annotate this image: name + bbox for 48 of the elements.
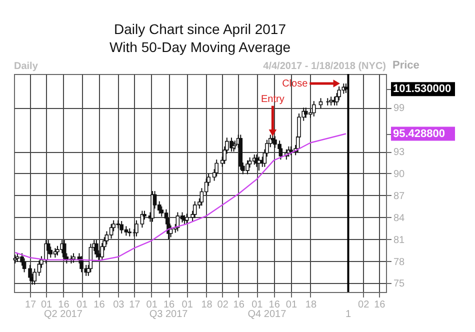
x-tick-label: 01 bbox=[146, 300, 158, 310]
x-tick-label: 16 bbox=[374, 300, 386, 310]
x-tick-label: 01 bbox=[252, 300, 264, 310]
x-tick-label: 18 bbox=[305, 300, 317, 310]
candlestick bbox=[318, 98, 323, 109]
y-tick-label: 81 bbox=[394, 234, 406, 246]
x-tick-label: 02 bbox=[217, 300, 229, 310]
candlestick bbox=[312, 100, 316, 117]
x-tick-label: 16 bbox=[94, 300, 106, 310]
y-tick-label: 101.530000 bbox=[393, 83, 452, 96]
x2-tick-label: Q2 2017 bbox=[44, 309, 83, 320]
text: Daily Chart since April 2017 bbox=[114, 21, 286, 37]
candlestick bbox=[134, 220, 138, 237]
y-tick-label: 90 bbox=[394, 168, 406, 180]
candlestick bbox=[80, 256, 84, 273]
text: Daily bbox=[14, 61, 38, 72]
x-tick-label: 01 bbox=[76, 300, 88, 310]
candlestick bbox=[257, 156, 261, 172]
y-tick-label: 95.428800 bbox=[393, 128, 445, 140]
y-tick-label: 87 bbox=[394, 190, 406, 202]
y-tick-label: 93 bbox=[394, 147, 406, 158]
text: 4/4/2017 - 1/18/2018 (NYC) bbox=[263, 61, 386, 72]
candlestick bbox=[214, 159, 218, 177]
candlestick bbox=[56, 245, 60, 256]
x-tick-label: 16 bbox=[233, 300, 245, 310]
x2-tick-label: Q3 2017 bbox=[149, 309, 188, 320]
x-tick-label: 01 bbox=[286, 300, 298, 310]
y-tick-label: 75 bbox=[394, 278, 406, 290]
x-tick-label: 16 bbox=[58, 300, 70, 310]
y-tick-label: 78 bbox=[394, 256, 406, 268]
x-tick-label: 17 bbox=[129, 300, 141, 310]
x-tick-label: 16 bbox=[163, 300, 176, 310]
y-tick-label: 99 bbox=[394, 103, 406, 114]
y-tick-label: 84 bbox=[394, 212, 406, 224]
x2-tick-label: 1 bbox=[345, 309, 352, 320]
candlestick bbox=[160, 206, 164, 218]
x-tick-label: 03 bbox=[113, 300, 125, 310]
x-tick-label: 18 bbox=[201, 300, 213, 310]
x-tick-label: 01 bbox=[182, 300, 194, 310]
x2-tick-label: Q4 2017 bbox=[248, 309, 287, 320]
candlestick bbox=[62, 240, 66, 262]
candlestick bbox=[109, 223, 114, 240]
x-tick-label: 02 bbox=[358, 300, 370, 310]
y-axis-title: Price bbox=[392, 60, 420, 72]
x-tick-label: 01 bbox=[40, 300, 53, 310]
text: With 50-Day Moving Average bbox=[109, 39, 291, 55]
x-tick-label: 17 bbox=[24, 300, 37, 310]
x-tick-label: 16 bbox=[268, 300, 280, 310]
